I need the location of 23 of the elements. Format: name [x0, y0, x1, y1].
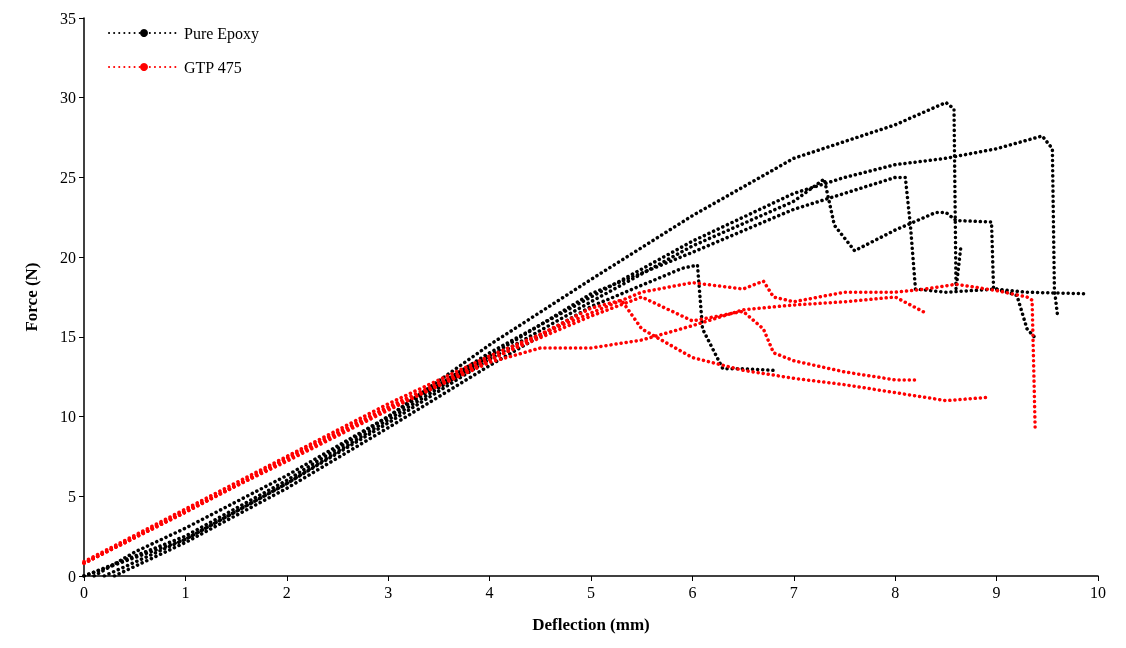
y-tick-label: 35 — [60, 9, 76, 27]
x-tick-label: 4 — [485, 583, 494, 601]
y-tick-label: 5 — [68, 487, 76, 505]
y-tick-label: 20 — [60, 248, 76, 266]
x-axis-title: Deflection (mm) — [532, 615, 650, 634]
y-tick-label: 15 — [60, 328, 76, 346]
x-tick-label: 1 — [181, 583, 190, 601]
x-tick-label: 8 — [891, 583, 900, 601]
y-axis-title: Force (N) — [22, 262, 41, 332]
x-tick-label: 6 — [688, 583, 697, 601]
x-tick-label: 0 — [80, 583, 88, 601]
x-tick-label: 9 — [992, 583, 1001, 601]
y-tick-label: 30 — [60, 89, 76, 107]
y-tick-label: 10 — [60, 408, 76, 426]
x-tick-label: 3 — [384, 583, 393, 601]
x-tick-label: 2 — [282, 583, 291, 601]
legend-label: Pure Epoxy — [184, 24, 260, 43]
x-tick-label: 10 — [1090, 583, 1106, 601]
x-tick-label: 5 — [587, 583, 595, 601]
y-tick-label: 0 — [68, 567, 76, 585]
y-tick-label: 25 — [60, 168, 76, 186]
legend-label: GTP 475 — [184, 58, 242, 76]
x-tick-label: 7 — [789, 583, 798, 601]
